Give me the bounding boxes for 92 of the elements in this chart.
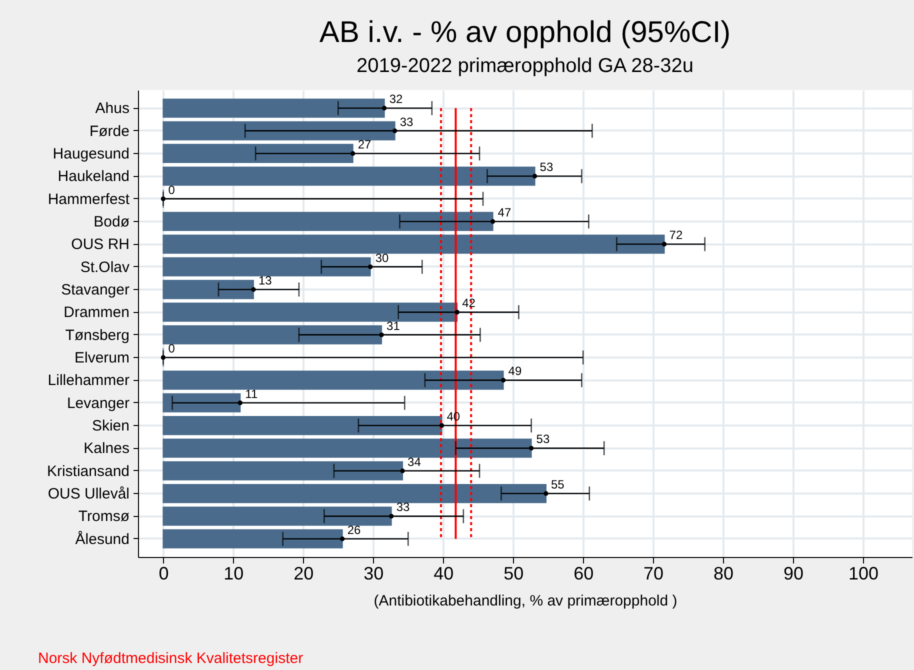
point [382,106,387,110]
x-tick-label: 30 [364,564,384,584]
data-label: 49 [508,364,522,378]
y-tick-label: OUS RH [71,236,130,254]
bar [162,461,404,480]
point [160,196,166,202]
y-tick-label: Bodø [94,213,130,230]
data-label: 33 [396,500,410,514]
bar [162,212,494,232]
x-tick-label: 20 [294,564,314,584]
point [490,219,496,224]
x-tick-label: 70 [644,564,664,584]
data-label: 0 [168,342,176,356]
x-axis-title: (Antibiotikabehandling, % av primæropphold ) [374,592,678,610]
data-label: 53 [536,432,550,446]
bar [162,325,382,344]
bar [162,234,665,254]
data-label: 11 [245,386,258,401]
bar [162,529,343,548]
y-tick-label: Drammen [64,304,130,322]
y-tick-label: Kalnes [84,440,130,458]
point [400,468,405,474]
data-label: 32 [389,92,404,106]
point [662,242,667,246]
bar [162,506,392,526]
point [340,536,345,542]
bar [162,121,396,140]
bar [162,484,546,504]
x-tick-label: 90 [784,564,804,584]
bar [162,393,241,412]
y-tick-label: Skien [92,418,130,435]
y-tick-label: Ahus [95,100,130,118]
text: Norsk Nyfødtmedisinsk Kvalitetsregister [38,650,304,667]
x-tick-label: 60 [574,564,594,584]
point [392,128,398,134]
y-tick-label: Ålesund [75,530,130,548]
point [454,310,460,315]
y-tick-label: Haukeland [58,168,130,186]
y-tick-label: St.Olav [80,258,130,276]
y-tick-label: OUS Ullevål [48,486,130,503]
data-label: 33 [400,114,414,129]
point [439,423,444,428]
point [350,151,356,156]
x-tick-label: 80 [714,564,734,584]
point [500,378,506,383]
bar [162,280,254,300]
data-label: 55 [550,478,565,492]
y-tick-label: Kristiansand [46,462,130,480]
x-tick-label: 100 [848,564,879,584]
x-tick-label: 50 [504,564,524,584]
chart-subtitle: 2019-2022 primæropphold GA 28-32u [356,55,694,77]
point [238,400,243,406]
point [528,446,534,451]
point [160,355,166,360]
point [368,264,373,270]
bar [162,144,354,164]
chart-title: AB i.v. - % av opphold (95%CI) [319,16,731,49]
data-label: 53 [540,160,554,174]
bar [162,98,385,118]
y-tick-label: Tromsø [78,508,130,526]
point [544,491,548,496]
data-label: 26 [347,522,362,537]
data-label: 72 [669,228,683,242]
y-tick-label: Levanger [66,394,130,412]
data-label: 31 [386,318,400,333]
y-tick-label: Tønsberg [65,326,130,344]
y-tick-label: Førde [89,122,130,140]
y-tick-label: Stavanger [61,281,130,298]
point [251,287,256,292]
data-label: 42 [462,296,476,310]
data-label: 0 [168,182,176,197]
data-label: 47 [498,205,512,220]
bar [162,416,442,436]
y-tick-label: Haugesund [52,145,130,162]
bar [162,257,371,276]
bar [162,438,532,458]
bar [162,302,458,322]
x-tick-label: 0 [158,564,169,584]
data-label: 27 [358,137,372,152]
point [379,332,384,338]
x-tick-label: 10 [224,564,244,584]
point [532,174,538,178]
point [388,514,394,519]
y-tick-label: Hammerfest [48,190,130,208]
x-tick-label: 40 [434,564,454,584]
data-label: 13 [258,273,272,288]
bar [162,370,504,390]
data-label: 30 [375,250,390,265]
y-tick-label: Elverum [74,350,130,367]
bar [162,166,536,186]
data-label: 34 [408,454,422,469]
y-tick-label: Lillehammer [48,372,130,390]
